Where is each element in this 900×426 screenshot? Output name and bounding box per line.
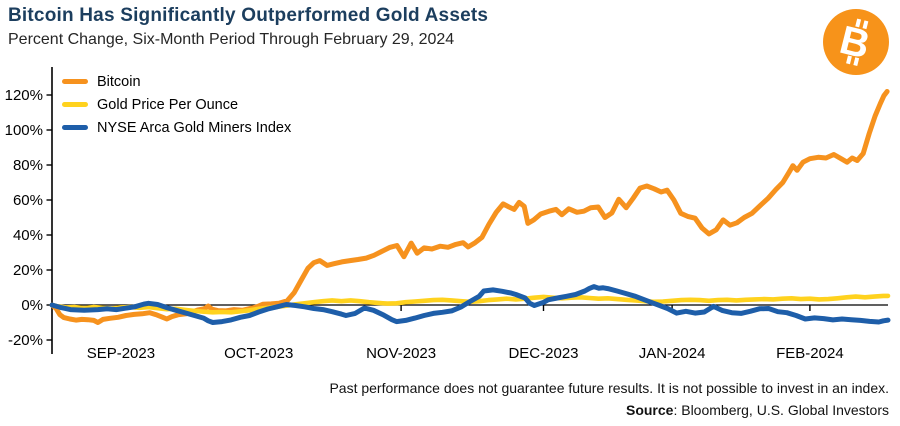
legend-swatch-miners [62, 125, 88, 130]
y-tick-label: 40% [13, 227, 43, 244]
page-subtitle: Percent Change, Six-Month Period Through… [8, 31, 455, 48]
series-line-nyse-arca-gold-miners-index [49, 284, 891, 325]
disclaimer-text: Past performance does not guarantee futu… [329, 380, 889, 396]
y-tick-label: -20% [8, 332, 43, 349]
source-line: Source: Bloomberg, U.S. Global Investors [329, 399, 889, 421]
x-tick-label: SEP-2023 [87, 345, 155, 362]
legend-swatch-bitcoin [62, 79, 88, 84]
x-tick-label: DEC-2023 [508, 345, 578, 362]
y-tick-label: 0% [21, 297, 43, 314]
legend-item-bitcoin: Bitcoin [62, 70, 291, 93]
legend: Bitcoin Gold Price Per Ounce NYSE Arca G… [62, 70, 291, 139]
x-tick-label: JAN-2024 [639, 345, 706, 362]
y-tick-label: 120% [5, 87, 43, 104]
y-tick-label: 80% [13, 157, 43, 174]
series-line-bitcoin [49, 89, 890, 325]
x-tick-label: NOV-2023 [366, 345, 436, 362]
bitcoin-logo-svg: B [823, 9, 889, 75]
y-tick-label: 100% [5, 122, 43, 139]
line-chart: -20% 0% 20% 40% 60% 80% 100% 120% SEP-2023 OCT-20… [5, 67, 891, 362]
y-tick-label: 20% [13, 262, 43, 279]
x-tick-label: FEB-2024 [776, 345, 844, 362]
legend-label: Gold Price Per Ounce [97, 96, 239, 113]
x-tick-label: OCT-2023 [224, 345, 293, 362]
page-title: Bitcoin Has Significantly Outperformed G… [8, 5, 489, 26]
y-tick-label: 60% [13, 192, 43, 209]
legend-label: Bitcoin [97, 73, 141, 90]
legend-item-miners: NYSE Arca Gold Miners Index [62, 116, 291, 139]
legend-item-gold: Gold Price Per Ounce [62, 93, 291, 116]
source-text: : Bloomberg, U.S. Global Investors [673, 402, 889, 418]
legend-label: NYSE Arca Gold Miners Index [97, 119, 292, 136]
legend-swatch-gold [62, 102, 88, 107]
bitcoin-logo-icon: B [822, 8, 890, 76]
source-label: Source [625, 402, 674, 418]
bitcoin-logo-circle [823, 9, 889, 75]
footer: Past performance does not guarantee futu… [329, 377, 889, 421]
